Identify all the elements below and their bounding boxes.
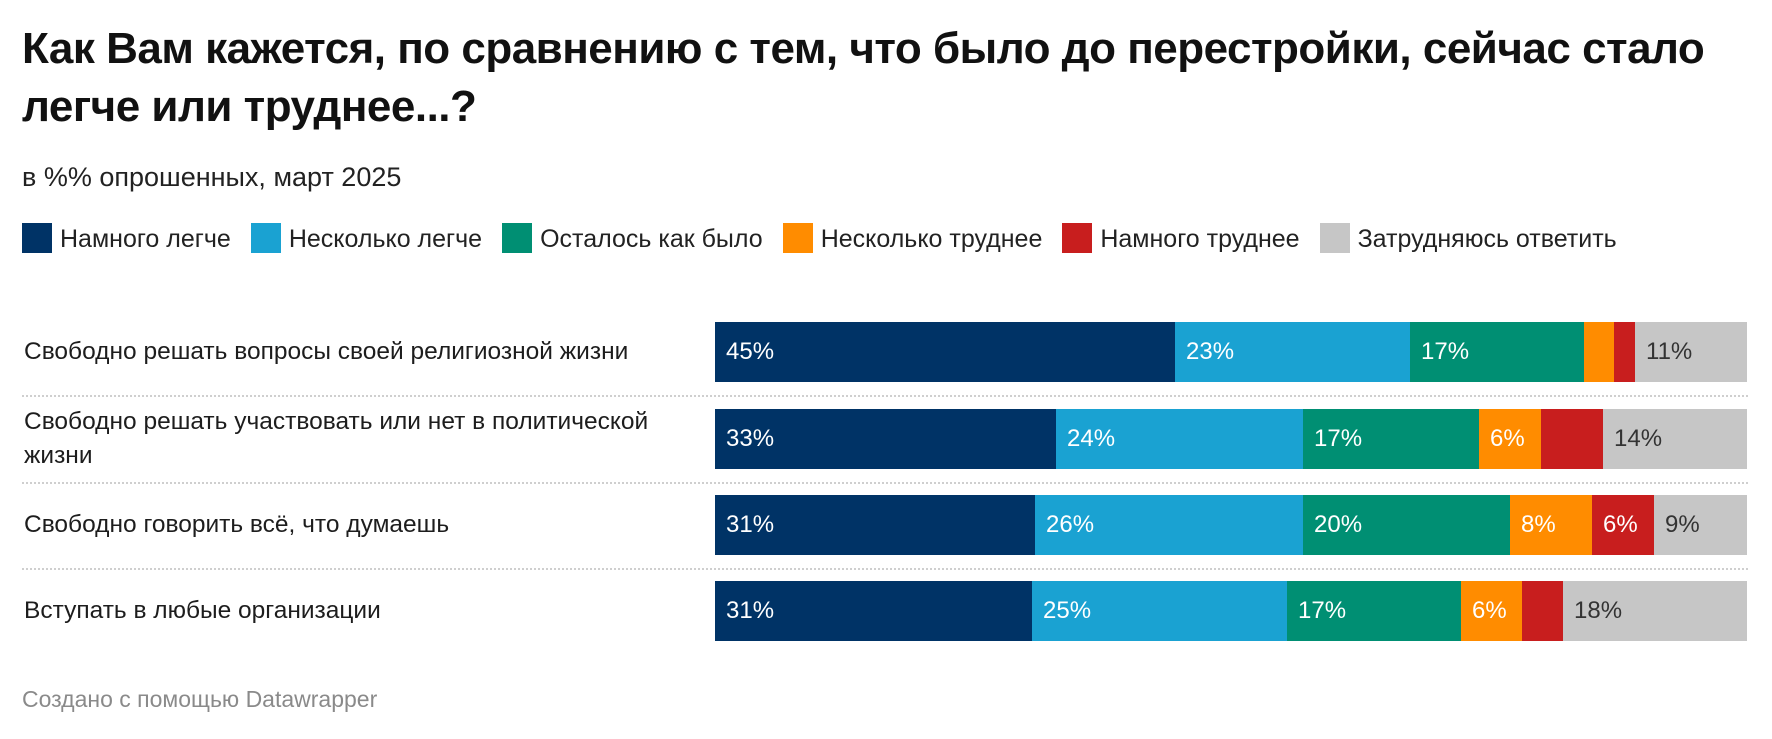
- legend-swatch: [22, 223, 52, 253]
- legend-item: Несколько труднее: [782, 220, 1043, 258]
- bar-segment: [1035, 495, 1303, 555]
- legend-swatch: [502, 223, 533, 253]
- legend-item: Намного труднее: [1062, 220, 1300, 258]
- legend-swatch: [250, 223, 281, 253]
- legend-swatch: [782, 223, 813, 253]
- stacked-bar: 31% 26% 20% 8% 6% 9%: [715, 495, 1747, 555]
- row-separator: [22, 482, 1748, 484]
- bar-segment: [1461, 581, 1522, 641]
- stacked-bar: 31% 25% 17% 6% 18%: [715, 581, 1747, 641]
- stacked-bar: 45% 23% 17% 11%: [715, 322, 1747, 382]
- data-label: 14%: [1614, 425, 1663, 452]
- bar-segment: [1522, 581, 1563, 641]
- legend-label: Несколько труднее: [820, 225, 1043, 253]
- bar-segment: [1479, 409, 1541, 469]
- category-label: Вступать в любые организации: [24, 597, 381, 624]
- row-separator: [22, 395, 1748, 397]
- bar-segment: [1635, 322, 1747, 382]
- legend-label: Намного легче: [60, 225, 231, 253]
- chart-legend: Намного легче Несколько легче Осталось как…: [22, 220, 1722, 258]
- data-label: 18%: [1574, 597, 1623, 624]
- legend-label: Несколько легче: [288, 225, 483, 253]
- bar-segment: [715, 495, 1035, 555]
- data-label: 23%: [1186, 338, 1235, 365]
- chart-footer: Создано с помощью Datawrapper: [22, 686, 378, 712]
- data-label: 33%: [726, 425, 775, 452]
- legend-label: Осталось как было: [540, 225, 763, 253]
- bar-segment: [1614, 322, 1635, 382]
- bar-segment: [1603, 409, 1747, 469]
- legend-item: Намного легче: [22, 220, 231, 258]
- bar-segment: [1410, 322, 1584, 382]
- data-label: 17%: [1298, 597, 1347, 624]
- data-label: 31%: [726, 597, 775, 624]
- bar-segment: [1303, 409, 1479, 469]
- data-label: 24%: [1067, 425, 1116, 452]
- bar-segment: [1287, 581, 1461, 641]
- data-label: 26%: [1046, 511, 1095, 538]
- legend-swatch: [1319, 223, 1350, 253]
- data-label: 11%: [1646, 338, 1693, 365]
- chart-title: Как Вам кажется, по сравнению с тем, что…: [22, 24, 1705, 131]
- bar-segment: [1541, 409, 1603, 469]
- data-label: 31%: [726, 511, 775, 538]
- category-label: Свободно говорить всё, что думаешь: [24, 511, 450, 538]
- bar-segment: [715, 581, 1032, 641]
- bar-segment: [1510, 495, 1592, 555]
- bar-segment: [1175, 322, 1410, 382]
- category-label: Свободно решать вопросы своей религиозно…: [24, 338, 629, 365]
- data-label: 17%: [1421, 338, 1470, 365]
- bar-segment: [1056, 409, 1303, 469]
- bar-segment: [1654, 495, 1747, 555]
- bar-segment: [715, 322, 1175, 382]
- data-label: 6%: [1603, 511, 1638, 538]
- legend-item: Затрудняюсь ответить: [1319, 220, 1617, 258]
- bar-segment: [715, 409, 1056, 469]
- bar-segment: [1032, 581, 1287, 641]
- data-label: 45%: [726, 338, 775, 365]
- bar-segment: [1303, 495, 1510, 555]
- legend-label: Намного труднее: [1100, 225, 1300, 253]
- legend-item: Осталось как было: [502, 220, 763, 258]
- data-label: 20%: [1314, 511, 1363, 538]
- data-label: 6%: [1472, 597, 1507, 624]
- legend-label: Затрудняюсь ответить: [1357, 225, 1617, 253]
- chart-subtitle: в %% опрошенных, март 2025: [22, 162, 402, 192]
- row-separator: [22, 568, 1748, 570]
- data-label: 17%: [1314, 425, 1363, 452]
- bar-segment: [1592, 495, 1654, 555]
- data-label: 6%: [1490, 425, 1525, 452]
- bar-segment: [1563, 581, 1747, 641]
- legend-item: Несколько легче: [250, 220, 483, 258]
- category-label: Свободно решать участвовать или нет в по…: [24, 408, 649, 469]
- bar-segment: [1584, 322, 1614, 382]
- legend-swatch: [1062, 223, 1093, 253]
- stacked-bar: 33% 24% 17% 6% 14%: [715, 409, 1747, 469]
- data-label: 8%: [1521, 511, 1556, 538]
- data-label: 25%: [1043, 597, 1092, 624]
- data-label: 9%: [1665, 511, 1700, 538]
